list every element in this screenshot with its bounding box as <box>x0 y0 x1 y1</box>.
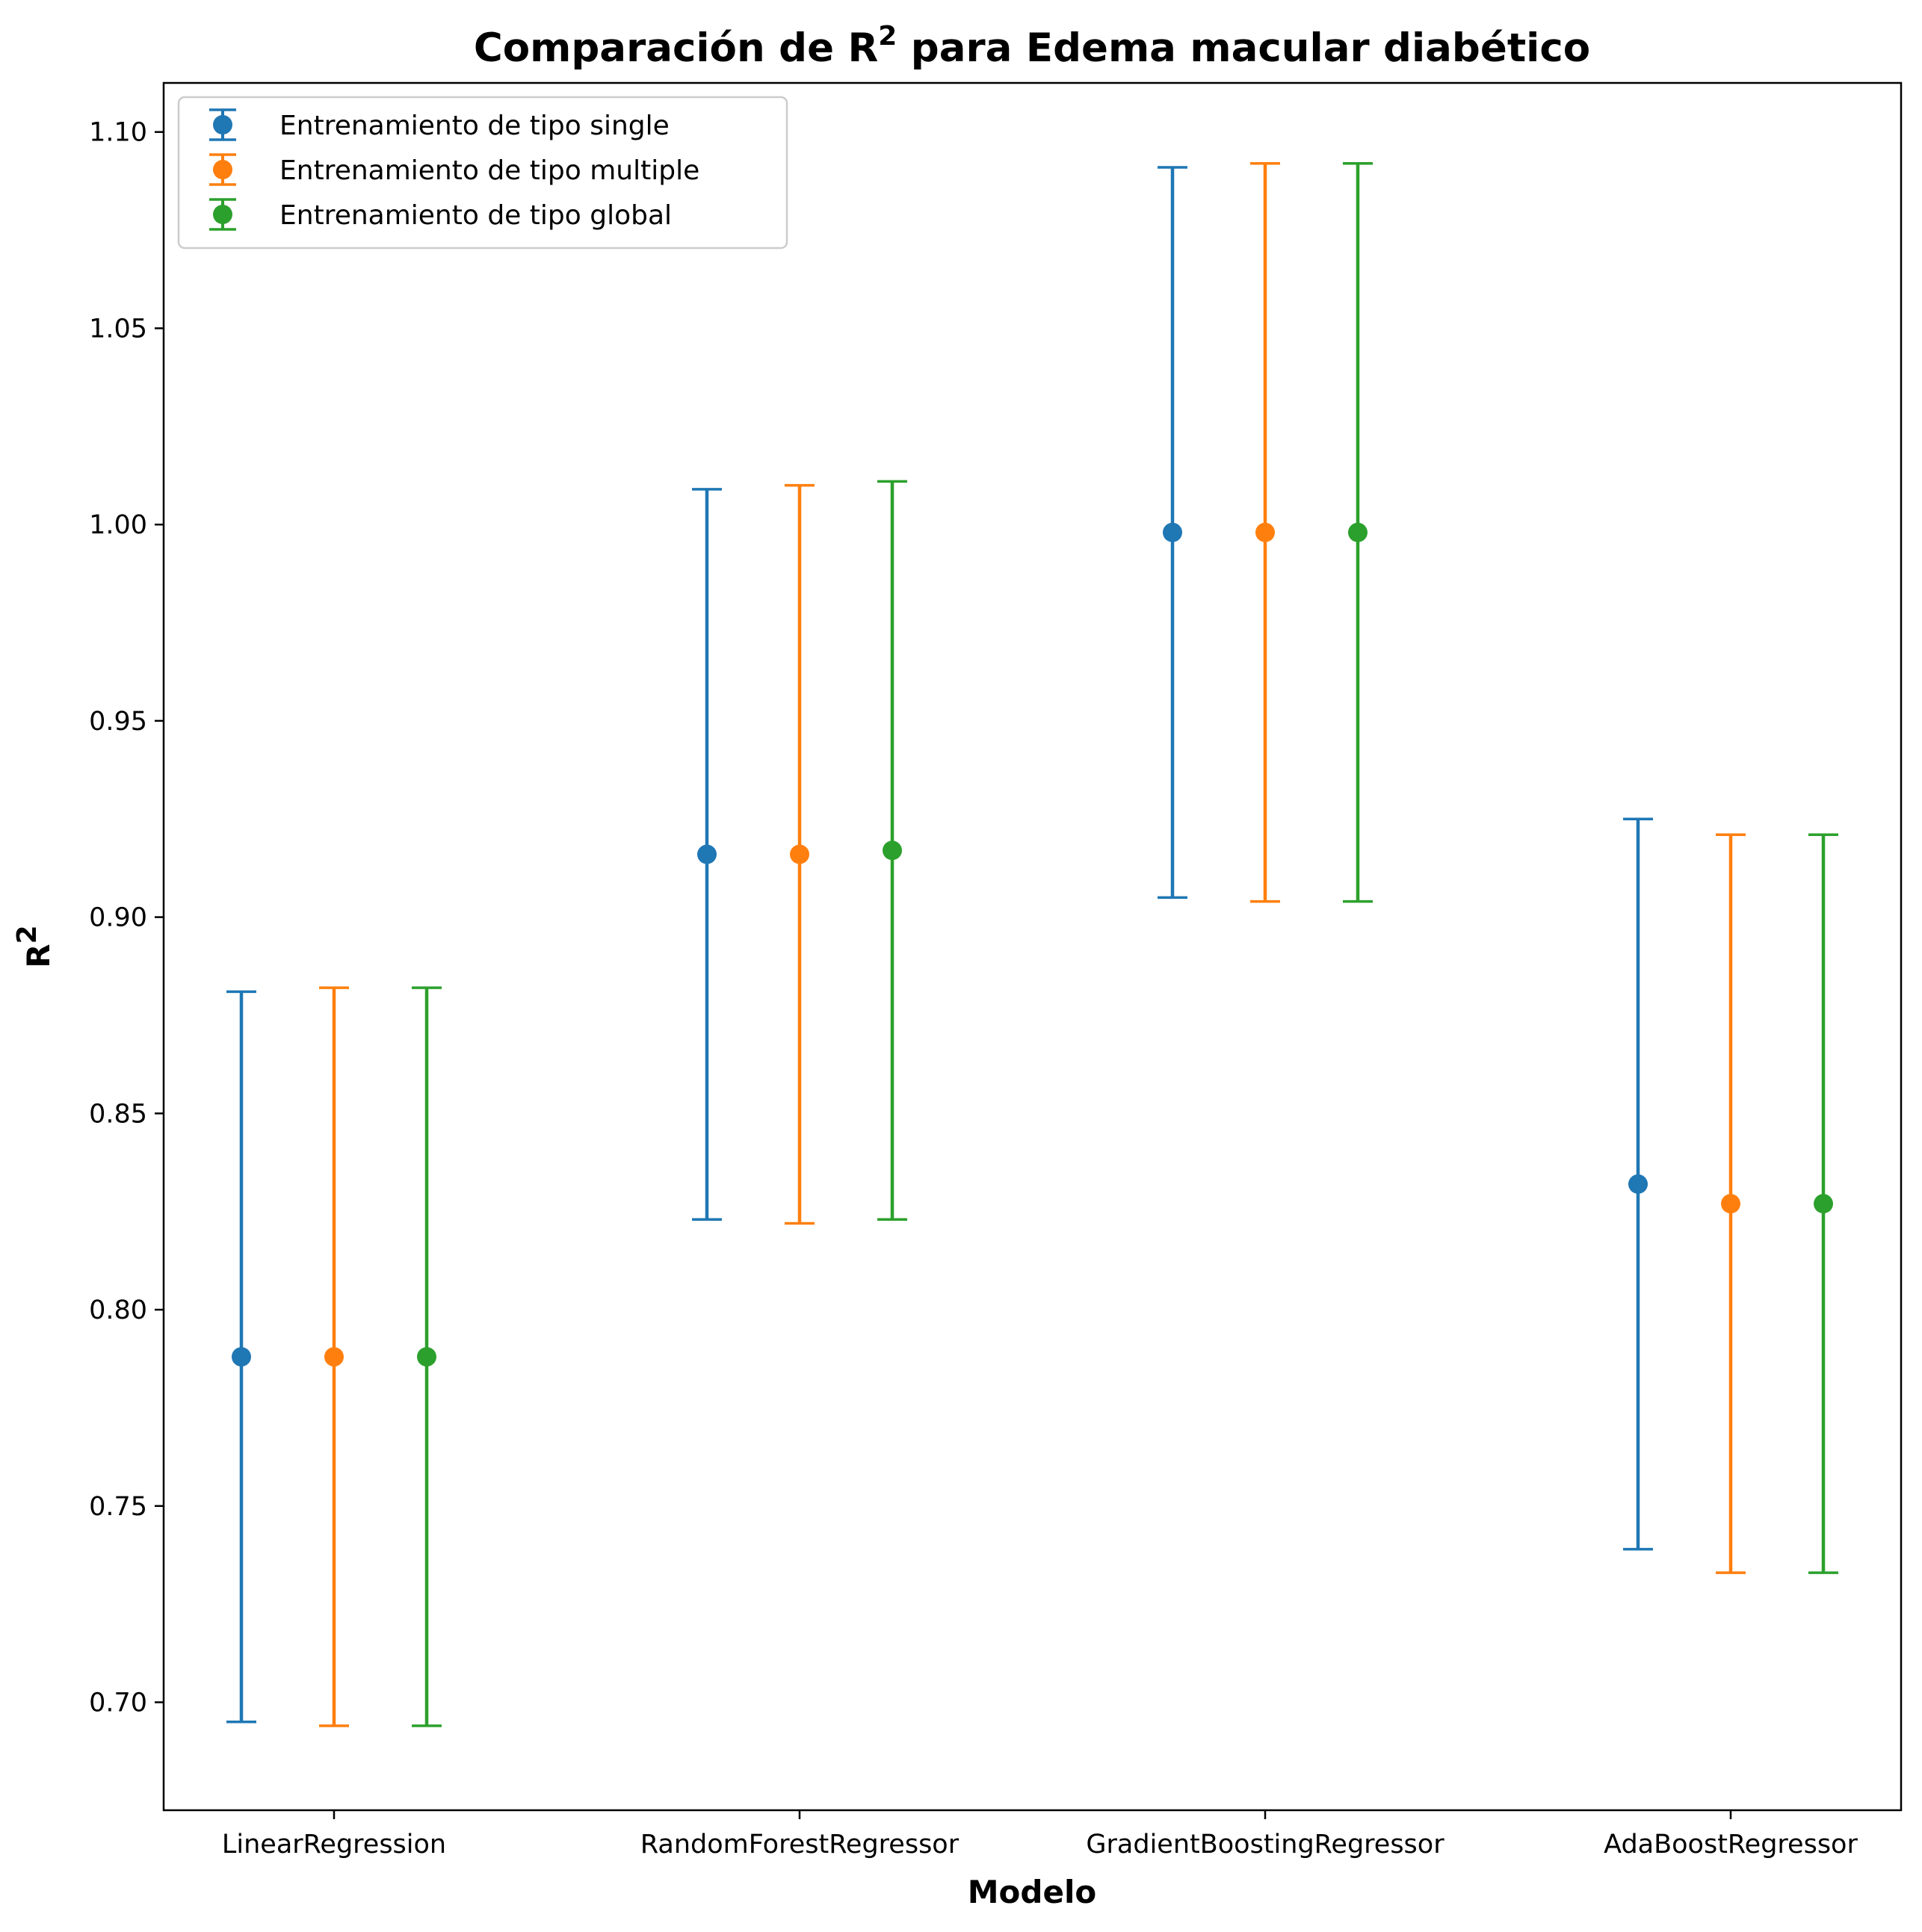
y-axis-label: R2 <box>12 925 57 967</box>
data-point <box>324 1347 344 1367</box>
data-point <box>417 1347 436 1367</box>
data-point <box>1348 522 1368 542</box>
x-tick-label: RandomForestRegressor <box>640 1830 960 1860</box>
data-point <box>1814 1194 1833 1214</box>
chart-title: Comparación de R2 para Edema macular dia… <box>474 21 1590 71</box>
data-point <box>883 840 902 861</box>
legend-entry: Entrenamiento de tipo global <box>209 198 672 231</box>
legend: Entrenamiento de tipo single Entrenamient… <box>177 96 788 250</box>
data-point <box>697 844 717 864</box>
y-tick-label: 0.95 <box>89 707 147 737</box>
data-point <box>232 1347 251 1367</box>
x-tick-label: LinearRegression <box>222 1830 446 1860</box>
legend-box <box>177 96 788 250</box>
y-axis: 0.70 0.75 0.80 0.85 0.90 0.95 1.00 1.05 1.10 <box>89 118 164 1718</box>
plot-frame <box>162 81 1903 1812</box>
x-tick-label: GradientBoostingRegressor <box>1086 1830 1444 1860</box>
y-tick-label: 0.75 <box>89 1492 147 1522</box>
legend-marker <box>213 115 232 134</box>
legend-entry: Entrenamiento de tipo single <box>209 108 670 141</box>
plot-area <box>226 161 1838 1727</box>
legend-marker <box>213 160 232 179</box>
legend-label: Entrenamiento de tipo multiple <box>279 155 699 186</box>
x-axis-label: Modelo <box>968 1874 1096 1910</box>
data-point <box>1721 1194 1740 1214</box>
x-tick-label: AdaBoostRegressor <box>1604 1830 1858 1860</box>
legend-label: Entrenamiento de tipo single <box>279 111 670 141</box>
legend-marker <box>213 205 232 224</box>
y-tick-label: 0.80 <box>89 1295 147 1325</box>
data-point <box>790 844 809 864</box>
data-point <box>1628 1174 1648 1194</box>
legend-label: Entrenamiento de tipo global <box>279 200 672 231</box>
series-1 <box>226 166 1653 1724</box>
series-3 <box>412 161 1838 1727</box>
x-axis: LinearRegression RandomForestRegressor Gra… <box>222 1810 1858 1860</box>
legend-entry: Entrenamiento de tipo multiple <box>209 153 699 186</box>
y-tick-label: 1.10 <box>89 118 147 148</box>
data-point <box>1163 522 1182 542</box>
y-tick-label: 0.90 <box>89 903 147 933</box>
y-tick-label: 1.00 <box>89 510 147 540</box>
y-tick-label: 0.70 <box>89 1688 147 1718</box>
data-point <box>1255 522 1275 542</box>
series-2 <box>319 161 1746 1727</box>
y-tick-label: 1.05 <box>89 314 147 344</box>
y-tick-label: 0.85 <box>89 1099 147 1129</box>
